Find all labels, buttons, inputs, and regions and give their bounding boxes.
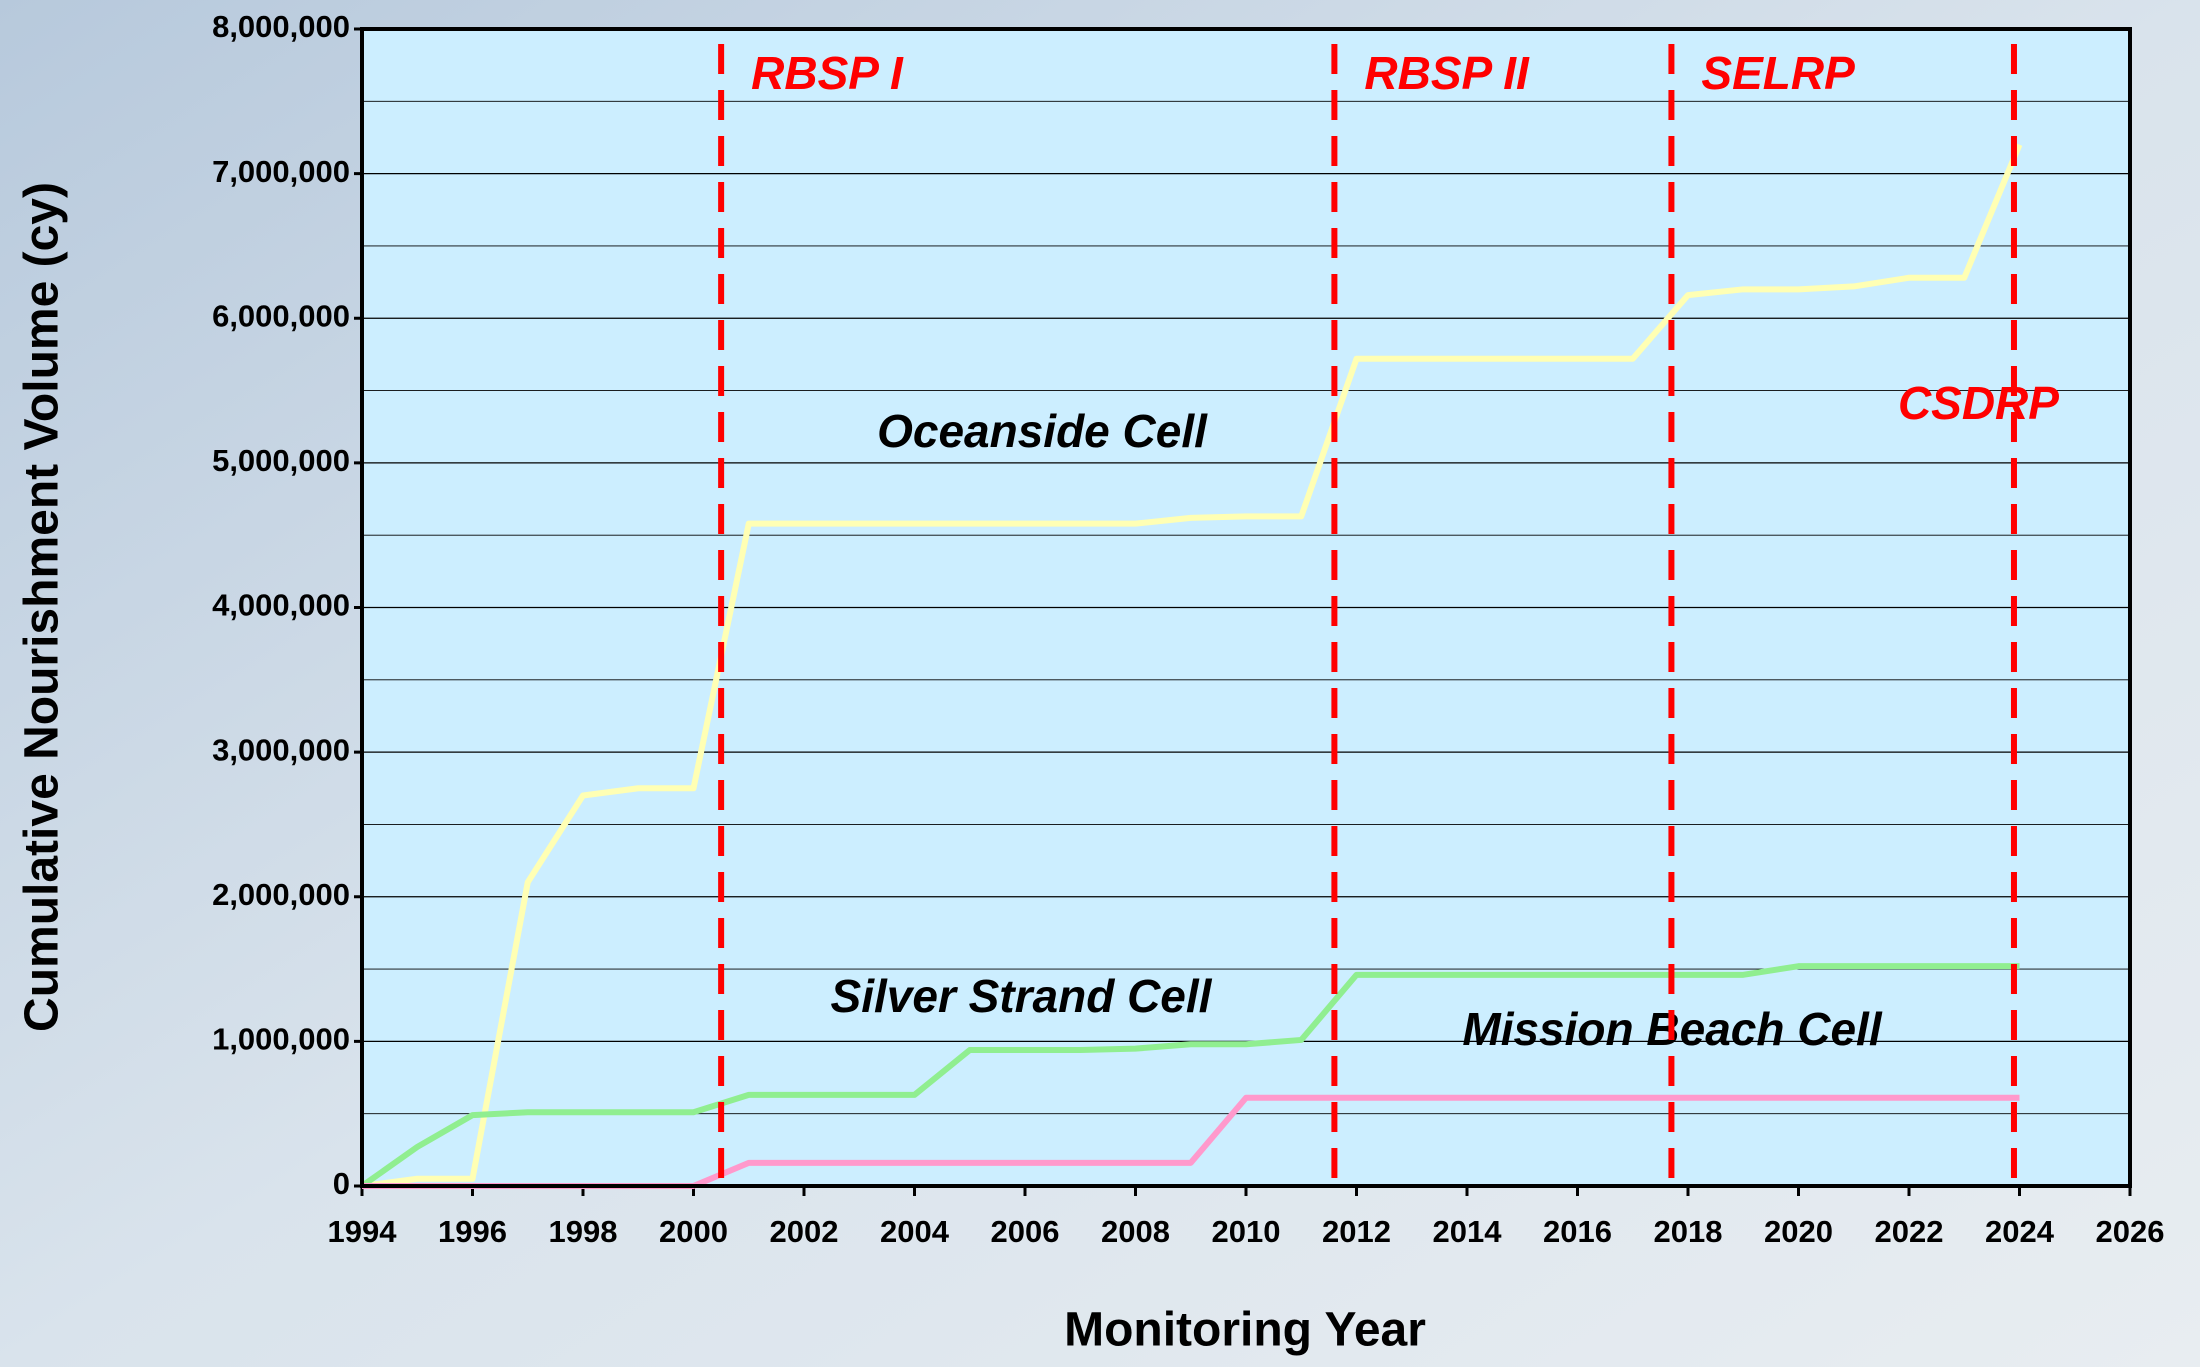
x-axis-title: Monitoring Year	[1064, 1304, 1426, 1357]
y-tick-label: 0	[333, 1166, 350, 1201]
x-tick-label: 2000	[659, 1214, 728, 1249]
program-label: CSDRP	[1898, 377, 2059, 429]
program-label: RBSP I	[751, 47, 904, 99]
program-label: RBSP II	[1364, 47, 1530, 99]
y-tick-label: 1,000,000	[212, 1022, 350, 1057]
y-tick-label: 4,000,000	[212, 588, 350, 623]
x-tick-label: 2002	[770, 1214, 839, 1249]
y-tick-label: 6,000,000	[212, 298, 350, 333]
x-tick-label: 2024	[1985, 1214, 2055, 1249]
series-label: Oceanside Cell	[877, 405, 1208, 457]
x-tick-label: 2012	[1322, 1214, 1391, 1249]
x-tick-label: 2022	[1875, 1214, 1944, 1249]
series-label: Silver Strand Cell	[831, 970, 1213, 1022]
chart: Monitoring Year Cumulative Nourishment V…	[0, 0, 2200, 1367]
x-tick-label: 2004	[880, 1214, 950, 1249]
x-tick-label: 2014	[1433, 1214, 1503, 1249]
x-tick-label: 1994	[328, 1214, 398, 1249]
x-tick-label: 2006	[991, 1214, 1060, 1249]
program-label: SELRP	[1701, 47, 1855, 99]
x-tick-label: 2008	[1101, 1214, 1170, 1249]
y-tick-label: 3,000,000	[212, 732, 350, 767]
x-tick-label: 1998	[549, 1214, 618, 1249]
x-tick-label: 2016	[1543, 1214, 1612, 1249]
y-tick-label: 2,000,000	[212, 877, 350, 912]
y-tick-label: 5,000,000	[212, 443, 350, 478]
x-tick-label: 2020	[1764, 1214, 1833, 1249]
x-tick-label: 2018	[1654, 1214, 1723, 1249]
x-tick-label: 2026	[2096, 1214, 2165, 1249]
y-tick-label: 7,000,000	[212, 154, 350, 189]
x-tick-label: 2010	[1212, 1214, 1281, 1249]
y-axis-title: Cumulative Nourishment Volume (cy)	[16, 182, 69, 1032]
x-tick-label: 1996	[438, 1214, 507, 1249]
y-tick-label: 8,000,000	[212, 9, 350, 44]
